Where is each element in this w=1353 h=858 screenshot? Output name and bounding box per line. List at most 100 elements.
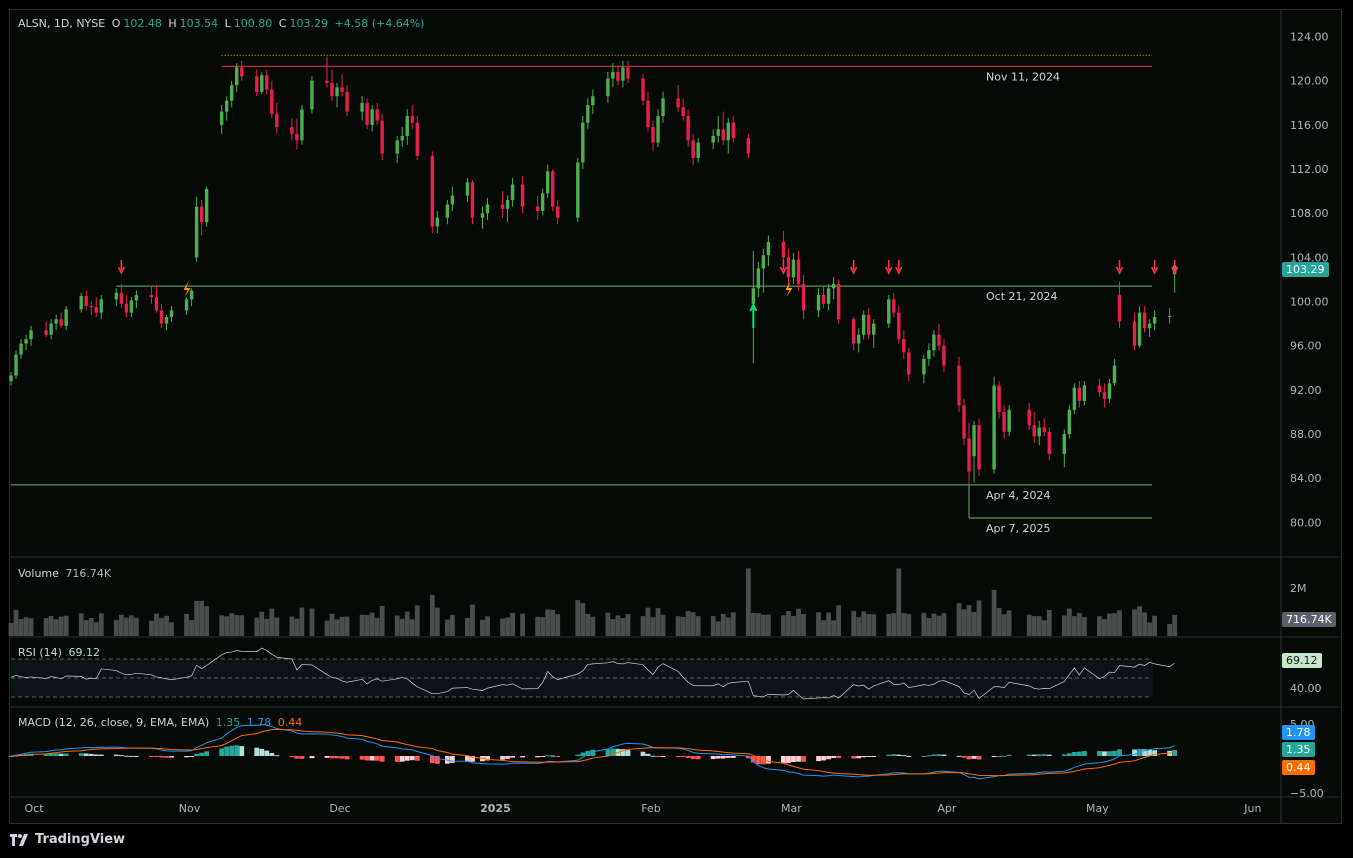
candle-body xyxy=(907,352,911,375)
level-label: Apr 4, 2024 xyxy=(986,489,1051,502)
macd-histogram-bar xyxy=(164,756,169,758)
volume-bar xyxy=(334,619,340,636)
volume-bar xyxy=(1061,615,1067,636)
macd-histogram-bar xyxy=(610,748,616,756)
macd-histogram-bar xyxy=(996,755,1002,757)
volume-bar xyxy=(1071,616,1077,636)
macd-histogram-bar xyxy=(605,748,611,756)
tradingview-brand[interactable]: TradingView xyxy=(10,832,125,847)
macd-histogram-bar xyxy=(254,747,260,756)
macd-histogram-bar xyxy=(976,756,982,760)
macd-histogram-bar xyxy=(1061,754,1067,756)
candle-body xyxy=(591,96,595,106)
candle-body xyxy=(1152,317,1157,324)
macd-histogram-bar xyxy=(43,753,49,756)
candle-body xyxy=(290,127,294,134)
macd-histogram-bar xyxy=(755,756,761,765)
candle-body xyxy=(1037,427,1041,437)
macd-histogram-bar xyxy=(715,756,721,759)
macd-histogram-bar xyxy=(224,746,230,756)
volume-bar xyxy=(444,619,450,636)
volume-bar xyxy=(725,617,731,636)
volume-bar xyxy=(966,605,972,636)
candle-body xyxy=(219,111,224,125)
macd-histogram-bar xyxy=(545,755,551,757)
macd-histogram-bar xyxy=(269,752,275,756)
volume-bar xyxy=(1117,610,1122,636)
volume-bar xyxy=(851,610,857,636)
volume-bar xyxy=(961,609,967,636)
macd-histogram-bar xyxy=(891,754,897,756)
volume-legend: Volume 716.74K xyxy=(18,567,114,580)
candle-body xyxy=(1132,321,1137,346)
volume-bar xyxy=(364,615,370,636)
candle-body xyxy=(240,67,244,77)
candle-body xyxy=(345,91,349,112)
volume-bar xyxy=(394,615,400,636)
change-value: +4.58 (+4.64%) xyxy=(334,17,425,30)
level-label: Nov 11, 2024 xyxy=(986,70,1060,83)
volume-bar xyxy=(615,615,621,636)
candle-body xyxy=(1027,409,1031,426)
candle-body xyxy=(1137,312,1142,346)
macd-histogram-bar xyxy=(409,756,415,761)
candle-body xyxy=(962,405,966,439)
macd-histogram-bar xyxy=(585,750,591,756)
volume-bar xyxy=(434,607,440,636)
volume-bar xyxy=(43,618,49,636)
volume-bar xyxy=(585,613,591,636)
macd-histogram-bar xyxy=(149,756,154,757)
volume-bar xyxy=(199,600,205,636)
macd-title: MACD (12, 26, close, 9, EMA, EMA) xyxy=(18,716,210,729)
volume-bar xyxy=(891,613,897,636)
macd-histogram-bar xyxy=(309,756,315,759)
candle-body xyxy=(676,98,680,108)
candle-body xyxy=(967,438,971,472)
volume-bar xyxy=(500,618,505,636)
volume-bar xyxy=(896,568,902,636)
volume-bar xyxy=(620,617,626,636)
candle-body xyxy=(260,75,264,92)
rsi-value: 69.12 xyxy=(68,646,100,659)
candle-body xyxy=(265,75,269,90)
volume-bar xyxy=(194,600,199,636)
macd-histogram-bar xyxy=(369,756,375,761)
volume-bar xyxy=(1167,623,1173,636)
candle-body xyxy=(796,259,801,284)
sell-arrow-icon xyxy=(779,260,788,275)
macd-histogram-bar xyxy=(901,755,907,757)
candle-body xyxy=(235,67,239,86)
candle-body xyxy=(540,193,545,212)
macd-histogram-bar xyxy=(750,756,756,763)
macd-histogram-bar xyxy=(590,749,596,756)
candle-body xyxy=(89,305,93,308)
candle-body xyxy=(861,314,866,335)
sell-arrow-icon xyxy=(1170,260,1179,275)
rsi-axis-label: 40.00 xyxy=(1290,682,1322,695)
volume-bar xyxy=(254,617,260,636)
volume-bar xyxy=(765,614,771,636)
candle-body xyxy=(310,80,314,110)
macd-histogram-bar xyxy=(394,756,400,762)
volume-bar xyxy=(1097,616,1102,636)
candle-body xyxy=(189,290,194,300)
volume-bar xyxy=(234,615,240,636)
volume-bar xyxy=(8,622,14,636)
time-tick-label: Jun xyxy=(1243,802,1261,815)
candle-body xyxy=(94,307,98,313)
volume-bar xyxy=(1112,613,1117,636)
macd-histogram-bar xyxy=(971,756,977,759)
macd-histogram-bar xyxy=(374,756,380,761)
volume-bar xyxy=(429,594,435,636)
candle-body xyxy=(1167,315,1172,318)
candle-body xyxy=(556,206,560,218)
current-price-tag: 103.29 xyxy=(1282,262,1329,277)
macd-histogram-bar xyxy=(690,756,696,760)
volume-title: Volume xyxy=(18,567,59,580)
macd-histogram-bar xyxy=(53,753,59,756)
macd-histogram-bar xyxy=(78,753,84,756)
macd-histogram-bar xyxy=(399,756,405,762)
macd-histogram-bar xyxy=(239,746,245,756)
macd-histogram-bar xyxy=(906,755,912,757)
